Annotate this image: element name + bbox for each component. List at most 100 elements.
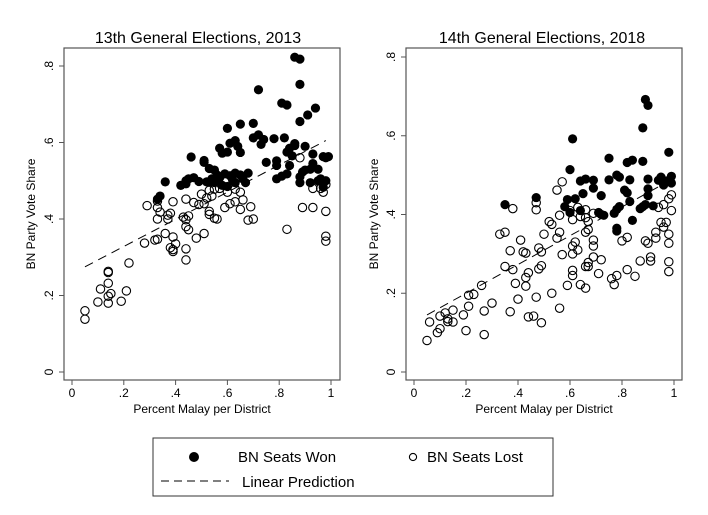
point-seat-lost [188,197,199,208]
point-seat-won [199,157,209,167]
linear-prediction-2013 [84,140,327,268]
point-seat-won [560,202,570,212]
point-seat-lost [580,227,591,237]
point-seat-lost [622,232,632,243]
point-seat-lost [640,236,651,246]
point-seat-lost [666,205,677,216]
point-seat-lost [199,198,209,209]
point-seat-lost [596,255,606,265]
point-seat-lost [617,236,627,246]
point-seat-won [588,183,599,193]
panel-2013: 13th General Elections, 2013 0 .2 .4 .6 .8 0… [24,30,341,416]
linear-prediction-2018 [426,180,670,316]
y-tick-label: .4 [42,214,56,224]
point-seat-won [300,141,310,151]
point-seat-lost [152,214,163,224]
point-seat-lost [554,303,565,313]
x-axis-label-2018: Percent Malay per District [475,402,613,416]
point-seat-lost [521,248,531,258]
point-seat-won [666,178,677,188]
point-seat-won [562,194,573,205]
point-seat-lost [547,219,557,230]
legend: BN Seats Won BN Seats Lost Linear Predic… [152,437,554,497]
point-seat-won [284,160,295,171]
point-seat-lost [432,327,443,338]
points-2013 [80,52,334,324]
point-seat-lost [531,292,541,302]
point-seat-lost [479,329,489,340]
y-tick-label: .2 [384,288,398,298]
legend-label-linear: Linear Prediction [242,474,355,491]
point-seat-won [256,139,266,150]
x-tick-label: .6 [565,386,575,400]
point-seat-lost [544,216,554,227]
legend-box [152,437,554,497]
plot-frame-2018 [405,47,683,381]
point-seat-lost [461,325,471,336]
point-seat-lost [630,271,640,282]
x-axis-label-2013: Percent Malay per District [133,402,271,416]
point-seat-lost [80,314,90,324]
point-seat-lost [245,202,256,212]
point-seat-lost [575,279,586,290]
point-seat-lost [500,261,510,272]
point-seat-lost [295,153,305,163]
point-seat-won [313,164,323,174]
point-seat-lost [321,231,331,241]
point-seat-lost [588,252,599,262]
y-axis-2013: 0 .2 .4 .6 .8 [42,61,64,375]
point-seat-lost [609,279,619,290]
point-seat-lost [651,227,661,237]
point-seat-lost [476,280,487,291]
point-seat-lost [661,217,671,228]
point-seat-lost [567,249,578,259]
point-seat-won [638,123,648,133]
point-seat-lost [588,235,599,245]
point-seat-lost [181,221,191,232]
y-tick-label: 0 [42,368,56,375]
point-seat-lost [248,214,259,224]
point-seat-lost [536,247,547,257]
point-seat-lost [562,280,573,291]
x-tick-label: 1 [671,386,678,400]
legend-marker-lost [408,452,418,462]
point-seat-lost [666,190,677,200]
point-seat-lost [458,310,469,320]
point-seat-lost [152,234,163,245]
point-seat-lost [204,206,215,217]
point-seat-lost [181,215,191,225]
point-seat-lost [479,306,489,316]
point-seat-lost [121,286,132,296]
point-seat-won [643,191,653,201]
point-seat-lost [463,290,474,300]
point-seat-won [308,149,318,159]
point-seat-lost [106,288,116,299]
point-seat-won [287,151,297,161]
point-seat-won [305,178,315,188]
point-seat-lost [142,200,152,211]
point-seat-lost [93,297,103,307]
point-seat-lost [651,233,661,243]
point-seat-lost [557,177,567,187]
y-axis-label-2018: BN Party Vote Share [367,158,381,269]
point-seat-lost [194,199,204,210]
legend-label-won: BN Seats Won [238,449,336,466]
point-seat-won [235,147,245,158]
point-seat-won [282,169,292,179]
point-seat-lost [469,289,479,300]
panel-2018: 14th General Elections, 2018 0 .2 .4 .6 .8 0… [367,30,683,416]
point-seat-lost [635,256,645,266]
point-seat-lost [443,314,453,324]
point-seat-lost [500,227,510,237]
point-seat-won [622,188,632,198]
point-seat-won [581,174,591,184]
point-seat-won [627,155,638,165]
chart-title-2018: 14th General Elections, 2018 [439,30,645,47]
point-seat-lost [448,317,458,327]
x-tick-label: 1 [328,386,335,400]
point-seat-lost [583,257,593,268]
point-seat-lost [536,318,547,328]
x-tick-label: .2 [119,386,129,400]
point-seat-won [614,172,625,182]
